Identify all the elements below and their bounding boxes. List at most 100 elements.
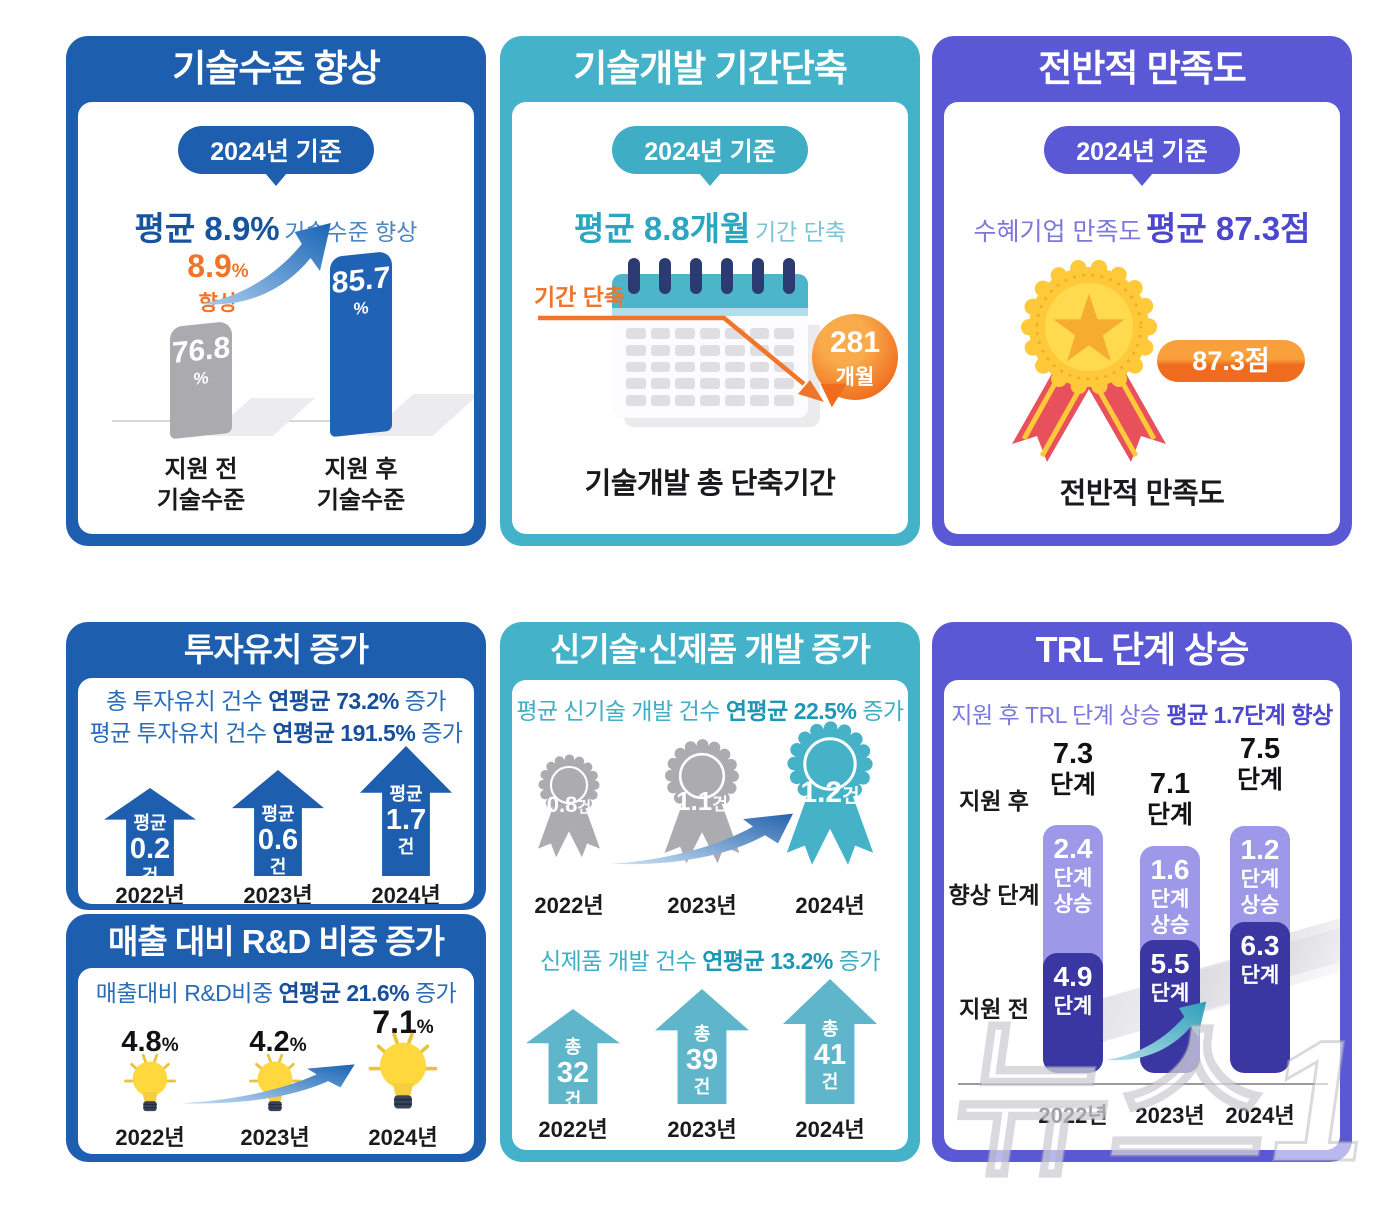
- panel-satisfaction: 전반적 만족도 2024년 기준 수혜기업 만족도 평균 87.3점: [932, 36, 1352, 546]
- rosette-badge-icon: [538, 754, 600, 858]
- year-label: 2024년: [1225, 1103, 1295, 1128]
- panel-dev-time-title: 기술개발 기간단축: [573, 48, 848, 89]
- lightbulb-icon: [368, 1032, 438, 1109]
- calendar-ring: [628, 258, 640, 294]
- year-badge: 2024년 기준: [178, 126, 374, 174]
- bar-before-value: 76.8 %: [171, 330, 231, 389]
- investment-arrow-2022: 평균 0.2 건: [104, 788, 196, 876]
- rosette-value-2023: 1.1건: [676, 786, 728, 816]
- lightbulb-icon: [124, 1053, 176, 1112]
- panel-trl-title: TRL 단계 상승: [1035, 629, 1250, 670]
- newtech-line: 평균 신기술 개발 건수 연평균 22.5% 증가: [516, 698, 904, 724]
- newproduct-line: 신제품 개발 건수 연평균 13.2% 증가: [539, 948, 881, 974]
- panel-trl: TRL 단계 상승 지원 후 TRL 단계 상승 평균 1.7단계 향상 지원 …: [932, 622, 1352, 1162]
- badge-pointer: [265, 173, 287, 186]
- satisfaction-caption: 전반적 만족도: [1059, 478, 1225, 510]
- panel-investment-title: 투자유치 증가: [183, 631, 369, 668]
- year-label: 2023년: [667, 893, 737, 918]
- tech-level-headline: 평균 8.9% 기술수준 향상: [78, 202, 474, 250]
- panel-new-dev-card: 평균 신기술 개발 건수 연평균 22.5% 증가 0.8건: [512, 680, 908, 1150]
- panel-rnd-ratio-title: 매출 대비 R&D 비중 증가: [107, 923, 445, 960]
- year-label: 2022년: [1038, 1103, 1108, 1128]
- calendar-strip: [612, 308, 808, 316]
- year-label: 2023년: [667, 1117, 737, 1142]
- investment-arrow-2024: 평균 1.7 건: [360, 746, 452, 876]
- trl-after-2023: 7.1 단계: [1146, 768, 1193, 829]
- panel-satisfaction-title: 전반적 만족도: [1038, 48, 1247, 89]
- year-badge-wrap: 2024년 기준: [78, 126, 474, 186]
- year-label: 2022년: [538, 1117, 608, 1142]
- headline-strong: 평균 8.9%: [134, 210, 280, 247]
- dev-time-headline: 평균 8.8개월 기간 단축: [512, 202, 908, 250]
- score-pill: 87.3점: [1157, 340, 1305, 382]
- bar-after-label: 지원 후 기술수준: [316, 456, 406, 514]
- calendar-ring: [752, 258, 764, 294]
- rnd-value-2024: 7.1%: [372, 1004, 434, 1040]
- panel-rnd-ratio-card: 매출대비 R&D비중 연평균 21.6% 증가 4.8% 4.2% 7.1%: [78, 968, 474, 1154]
- trl-row-label-before: 지원 전: [959, 996, 1029, 1022]
- year-badge-wrap: 2024년 기준: [512, 126, 908, 186]
- panel-satisfaction-card: 2024년 기준 수혜기업 만족도 평균 87.3점: [944, 102, 1340, 534]
- calendar-header: [612, 274, 808, 308]
- bar-before-label: 지원 전 기술수준: [156, 456, 246, 514]
- panel-tech-level-title: 기술수준 향상: [172, 48, 381, 89]
- panel-dev-time: 기술개발 기간단축 2024년 기준 평균 8.8개월 기간 단축: [500, 36, 920, 546]
- year-label: 2024년: [795, 893, 865, 918]
- rnd-value-2022: 4.8%: [121, 1026, 179, 1058]
- growth-swoosh-arrow-icon: [611, 813, 793, 865]
- panel-investment: 투자유치 증가 총 투자유치 건수 연평균 73.2% 증가 평균 투자유치 건…: [66, 622, 486, 910]
- rosette-value-2024: 1.2건: [800, 776, 860, 809]
- calendar-ring: [783, 258, 795, 294]
- year-label: 2024년: [371, 883, 441, 904]
- growth-swoosh-arrow-icon: [198, 223, 331, 305]
- panel-trl-card: 지원 후 TRL 단계 상승 평균 1.7단계 향상 지원 후 향상 단계 지원…: [944, 680, 1340, 1150]
- growth-swoosh-arrow-icon: [1106, 1001, 1207, 1061]
- headline-strong: 평균 87.3점: [1145, 210, 1311, 247]
- gain-value: 8.9: [187, 248, 232, 284]
- rnd-line: 매출대비 R&D비중 연평균 21.6% 증가: [95, 980, 457, 1006]
- year-label: 2022년: [534, 893, 604, 918]
- total-months-bubble: 281 개월: [801, 314, 898, 408]
- trl-row-label-after: 지원 후: [959, 788, 1029, 814]
- headline-rest: 기간 단축: [754, 219, 846, 245]
- year-label: 2024년: [368, 1125, 438, 1150]
- panel-tech-level-card: 2024년 기준 평균 8.9% 기술수준 향상 8.9% 향상: [78, 102, 474, 534]
- year-label: 2023년: [1135, 1103, 1205, 1128]
- medal-icon: [1012, 259, 1166, 462]
- trl-after-2022: 7.3 단계: [1049, 738, 1096, 799]
- trl-before-bar-2024: 6.3 단계: [1230, 922, 1290, 1073]
- trl-baseline: [958, 1083, 1328, 1085]
- dev-time-caption: 기술개발 총 단축기간: [584, 468, 836, 500]
- panel-dev-time-card: 2024년 기준 평균 8.8개월 기간 단축 기간 단: [512, 102, 908, 534]
- badge-pointer: [1131, 173, 1153, 186]
- year-label: 2023년: [240, 1125, 310, 1150]
- calendar-grid: [626, 328, 794, 406]
- badge-pointer: [699, 173, 721, 186]
- rosette-value-2022: 0.8건: [546, 792, 592, 817]
- product-arrow-2022: 총 32 건: [526, 1009, 620, 1104]
- panel-investment-card: 총 투자유치 건수 연평균 73.2% 증가 평균 투자유치 건수 연평균 19…: [78, 678, 474, 904]
- product-arrow-2024: 총 41 건: [783, 979, 877, 1104]
- product-arrow-2023: 총 39 건: [655, 989, 749, 1104]
- panel-new-dev-title: 신기술·신제품 개발 증가: [550, 631, 871, 668]
- trl-before-bar-2022: 4.9 단계: [1043, 953, 1103, 1073]
- satisfaction-headline: 수혜기업 만족도 평균 87.3점: [944, 202, 1340, 250]
- calendar-ring: [721, 258, 733, 294]
- reduction-arrow-icon: [538, 315, 824, 402]
- year-badge: 2024년 기준: [1044, 126, 1240, 174]
- growth-swoosh-arrow-icon: [181, 1064, 355, 1104]
- year-label: 2023년: [243, 883, 313, 904]
- calendar-icon: [612, 258, 808, 418]
- trl-line: 지원 후 TRL 단계 상승 평균 1.7단계 향상: [951, 702, 1333, 728]
- panel-tech-level: 기술수준 향상 2024년 기준 평균 8.9% 기술수준 향상 8.9% 향상: [66, 36, 486, 546]
- calendar-ring: [659, 258, 671, 294]
- year-badge-wrap: 2024년 기준: [944, 126, 1340, 186]
- investment-arrow-2023: 평균 0.6 건: [232, 770, 324, 876]
- headline-strong: 평균 8.8개월: [574, 210, 751, 247]
- rosette-badge-icon: [664, 739, 740, 864]
- panel-new-dev: 신기술·신제품 개발 증가 평균 신기술 개발 건수 연평균 22.5% 증가 …: [500, 622, 920, 1162]
- year-badge: 2024년 기준: [612, 126, 808, 174]
- year-label: 2022년: [115, 883, 185, 904]
- year-label: 2024년: [795, 1117, 865, 1142]
